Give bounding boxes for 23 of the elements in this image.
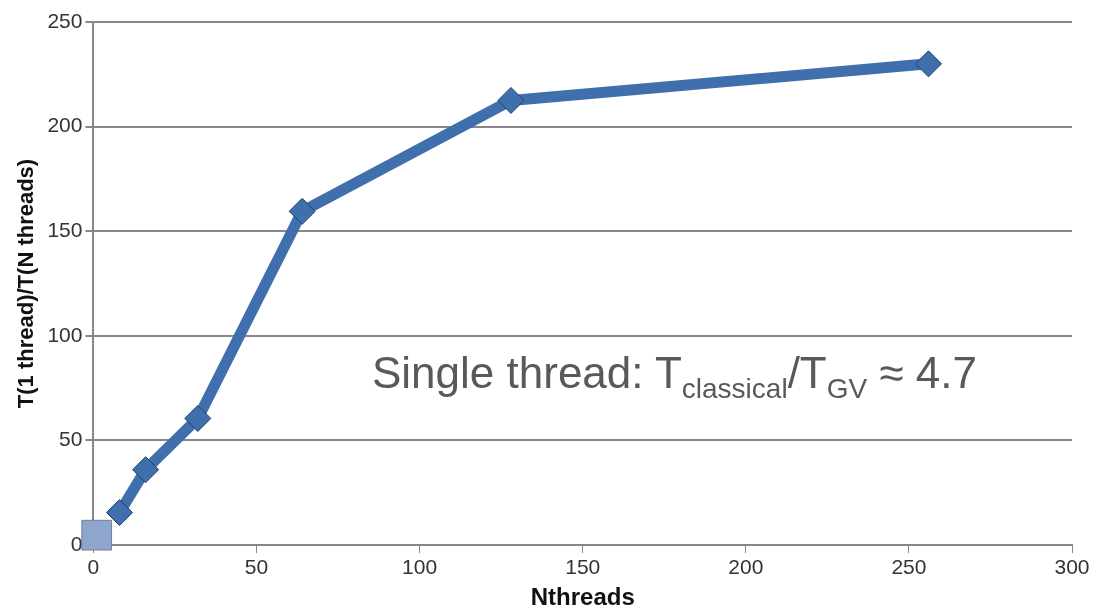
point (288, 197, 316, 225)
y-axis-title: T(1 thread)/T(N threads) (13, 158, 39, 409)
y-tick-label: 0 (70, 531, 83, 555)
x-tick-label: 200 (728, 555, 764, 579)
point (497, 86, 525, 114)
y-tick-label: 150 (47, 218, 83, 241)
x-tick-label: 250 (891, 555, 927, 579)
point (81, 519, 113, 551)
x-tick-label: 150 (565, 555, 601, 579)
y-tick-label: 50 (59, 427, 83, 451)
point (914, 50, 942, 78)
annotation: Single thread: T$_{classical}$/T$_{GV}$ ≈ 4.7 (372, 348, 977, 405)
x-tick-label: 0 (87, 555, 100, 579)
y-tick-label: 200 (47, 113, 83, 137)
x-tick-label: 50 (244, 555, 269, 579)
point (106, 499, 134, 527)
point (132, 456, 160, 484)
x-tick-label: 100 (402, 555, 438, 579)
x-axis-title: Nthreads (530, 583, 635, 611)
x-tick-label: 300 (1054, 555, 1090, 579)
y-tick-label: 250 (47, 8, 83, 32)
point (184, 404, 212, 432)
y-tick-label: 100 (47, 322, 83, 346)
